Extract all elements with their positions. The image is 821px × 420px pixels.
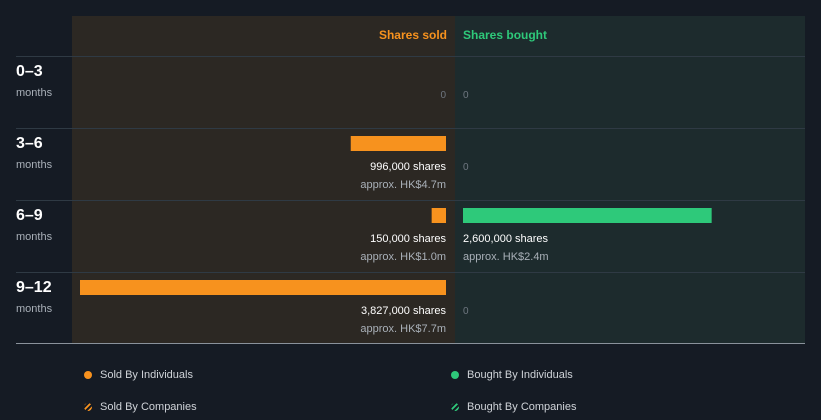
period-unit: months [16, 159, 53, 171]
legend-sold-individuals[interactable]: Sold By Individuals [84, 369, 193, 381]
period-unit: months [16, 87, 53, 99]
bought-individuals-swatch [451, 371, 459, 379]
legend-label: Sold By Companies [100, 401, 197, 413]
sold-zero-label: 0 [440, 90, 446, 101]
period-label: 0–3 [16, 63, 43, 80]
legend-label: Sold By Individuals [100, 369, 193, 381]
sold-individuals-swatch [84, 371, 92, 379]
bought-zero-label: 0 [463, 90, 469, 101]
sold-bar [350, 136, 446, 151]
period-label: 9–12 [16, 279, 52, 296]
sold-shares-label: 150,000 shares [370, 233, 446, 245]
bought-zero-label: 0 [463, 306, 469, 317]
legend-bought-individuals[interactable]: Bought By Individuals [451, 369, 573, 381]
sold-bar [80, 280, 446, 295]
sold-header: Shares sold [379, 28, 447, 42]
sold-shares-label: 996,000 shares [370, 161, 446, 173]
legend-label: Bought By Individuals [467, 369, 573, 381]
sold-value-label: approx. HK$4.7m [360, 179, 446, 191]
bought-header: Shares bought [463, 28, 547, 42]
sold-companies-swatch [84, 403, 92, 411]
period-label: 3–6 [16, 135, 43, 152]
period-unit: months [16, 303, 53, 315]
legend-bought-companies[interactable]: Bought By Companies [451, 401, 576, 413]
sold-bar [431, 208, 446, 223]
period-label: 6–9 [16, 207, 43, 224]
sold-value-label: approx. HK$1.0m [360, 251, 446, 263]
period-unit: months [16, 231, 53, 243]
sold-shares-label: 3,827,000 shares [361, 305, 447, 317]
bought-zero-label: 0 [463, 162, 469, 173]
bought-companies-swatch [451, 403, 459, 411]
legend: Sold By Individuals Sold By Companies Bo… [0, 345, 821, 420]
bought-value-label: approx. HK$2.4m [463, 251, 549, 263]
bought-panel [455, 16, 805, 344]
sold-value-label: approx. HK$7.7m [360, 323, 446, 335]
insider-trading-chart: Shares sold Shares bought 0–3 months 0 0 3–6… [16, 16, 805, 344]
legend-sold-companies[interactable]: Sold By Companies [84, 401, 197, 413]
bought-shares-label: 2,600,000 shares [463, 233, 549, 245]
legend-label: Bought By Companies [467, 401, 577, 413]
bought-bar [463, 208, 712, 223]
